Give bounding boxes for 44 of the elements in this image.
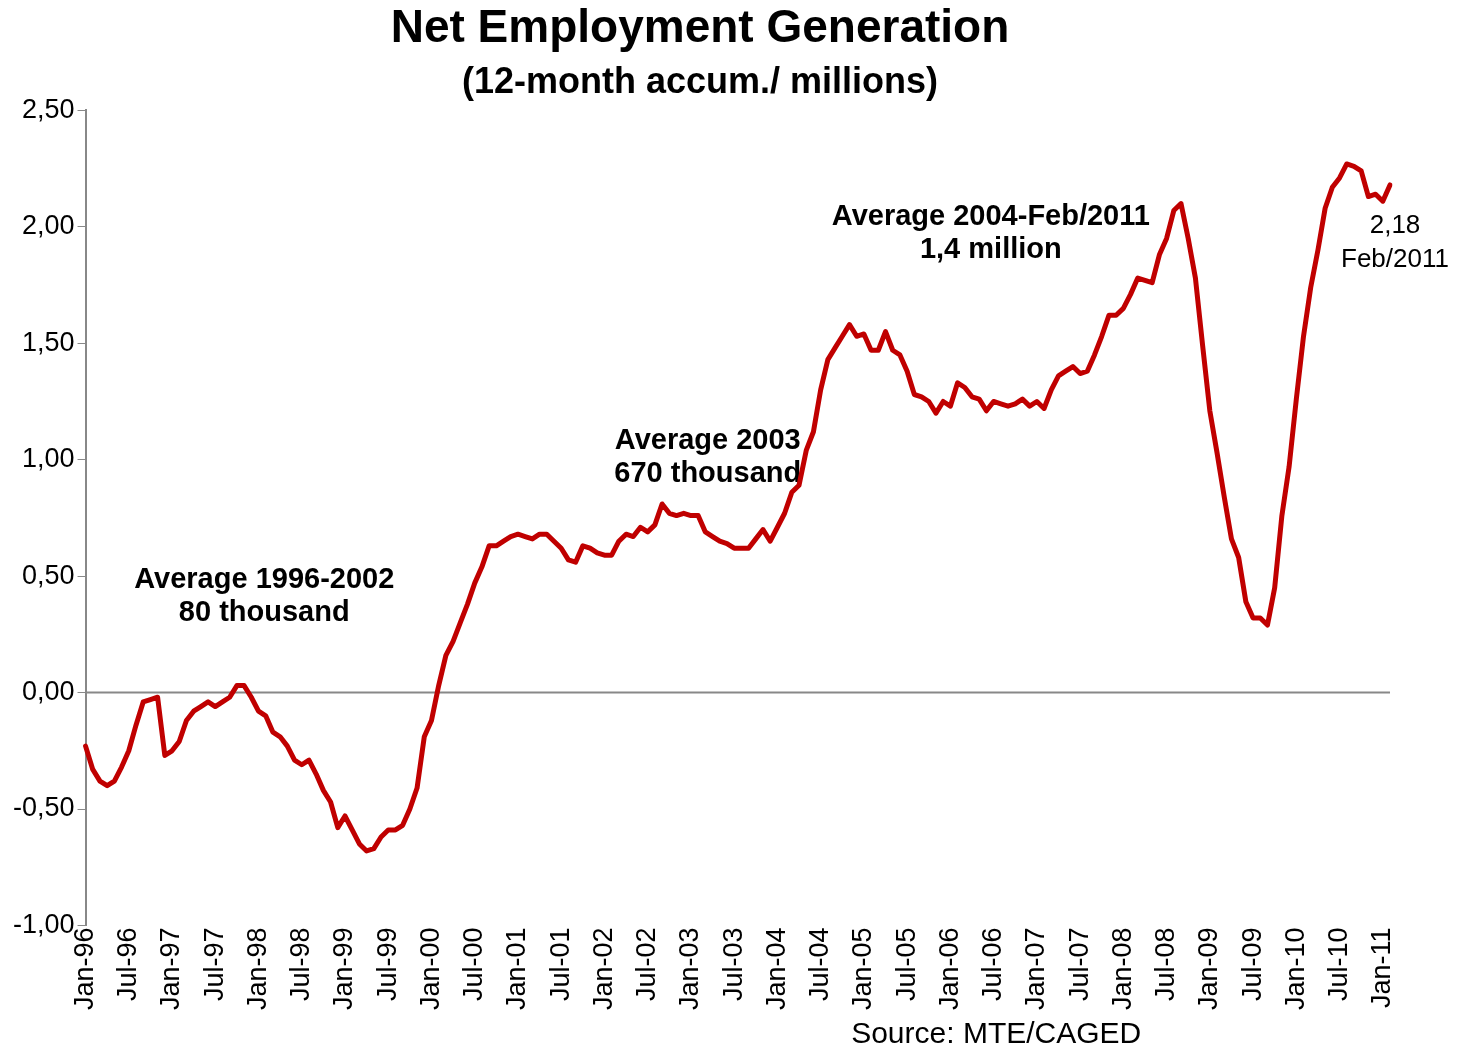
y-tick-label: 1,00 [21,443,75,474]
data-label: 2,18 Feb/2011 [1341,209,1449,274]
annotation: Average 2004-Feb/2011 1,4 million [831,198,1150,264]
y-tick-label: 0,50 [21,559,75,590]
x-tick-label: Jan-06 [933,927,964,1011]
x-tick-label: Jul-96 [112,927,143,1001]
x-tick-label: Jul-08 [1150,927,1181,1001]
x-tick-label: Jan-10 [1279,927,1310,1011]
x-tick-label: Jan-97 [155,927,186,1011]
x-tick-label: Jul-01 [544,927,575,1001]
x-tick-label: Jan-11 [1366,927,1397,1009]
y-tick-label: 2,00 [21,210,75,241]
x-tick-label: Jan-03 [674,927,705,1011]
x-tick-label: Jan-08 [1106,927,1137,1011]
x-tick-label: Jan-99 [328,927,359,1011]
y-tick-label: 1,50 [21,326,75,357]
x-tick-label: Jan-05 [847,927,878,1011]
x-tick-label: Jan-07 [1020,927,1051,1011]
source-note: Source: MTE/CAGED [851,1016,1142,1050]
x-tick-label: Jul-98 [285,927,316,1001]
x-tick-label: Jan-09 [1193,927,1224,1011]
x-tick-label: Jan-04 [760,927,791,1011]
chart-subtitle: (12-month accum./ millions) [461,59,939,101]
y-tick-label: -0,50 [12,792,75,823]
y-tick-label: 2,50 [21,93,75,124]
x-tick-label: Jan-00 [414,927,445,1011]
x-tick-label: Jul-06 [977,927,1008,1001]
x-tick-label: Jul-99 [371,927,402,1001]
x-tick-label: Jul-97 [198,927,229,1001]
x-tick-label: Jul-09 [1236,927,1267,1001]
x-tick-label: Jul-05 [890,927,921,1001]
x-tick-label: Jan-01 [501,927,532,1011]
x-tick-label: Jul-07 [1063,927,1094,1001]
x-tick-label: Jan-02 [587,927,618,1011]
y-tick-label: 0,00 [21,676,75,707]
annotation: Average 1996-2002 80 thousand [134,562,395,628]
x-tick-label: Jul-04 [804,927,835,1001]
x-tick-label: Jan-98 [241,927,272,1011]
x-tick-label: Jul-10 [1323,927,1353,1001]
chart-title: Net Employment Generation [390,0,1010,53]
x-tick-label: Jul-00 [458,927,489,1001]
x-tick-label: Jul-02 [631,927,662,1001]
annotation: Average 2003 670 thousand [614,423,802,489]
x-tick-label: Jul-03 [717,927,748,1001]
